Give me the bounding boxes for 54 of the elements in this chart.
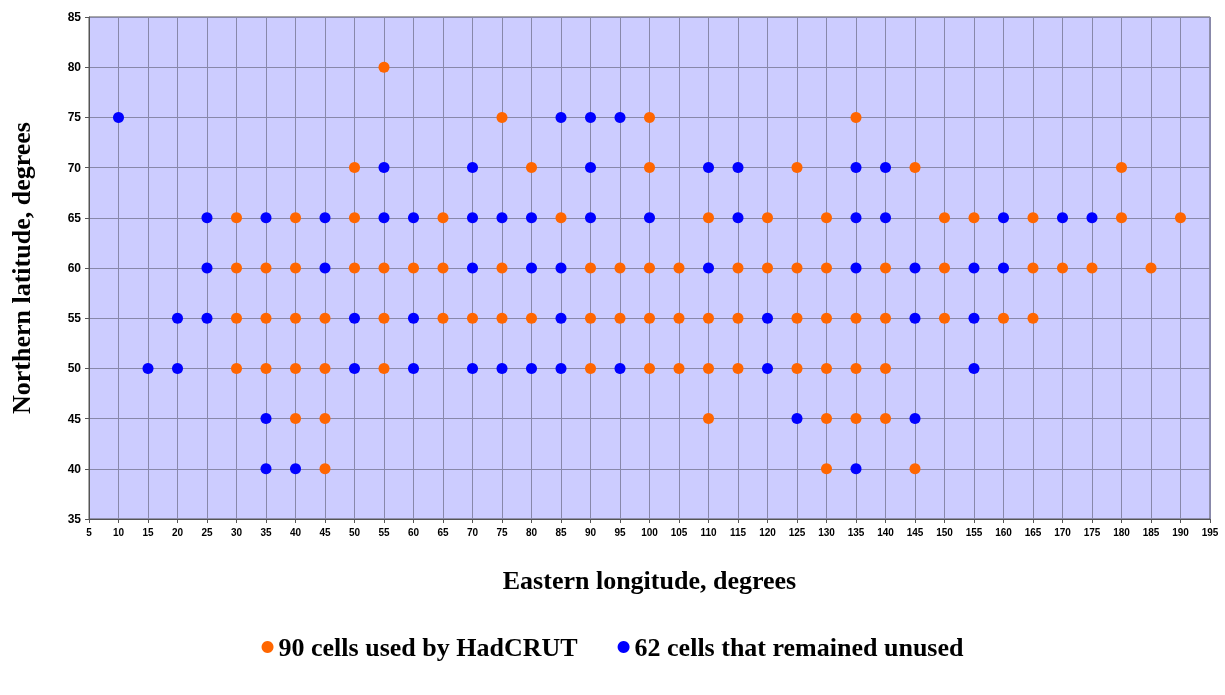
x-tick-label: 90: [584, 526, 597, 538]
y-tick-label: 50: [67, 361, 82, 376]
y-tick-label: 45: [67, 411, 82, 426]
x-tick-label: 10: [112, 526, 125, 538]
x-tick-label: 110: [700, 526, 717, 538]
y-tick-label: 85: [67, 10, 82, 24]
x-tick-label: 60: [407, 526, 420, 538]
y-tick-label: 60: [67, 261, 82, 275]
x-tick-label: 195: [1201, 526, 1219, 538]
y-tick-label: 80: [67, 60, 82, 75]
x-tick-label: 70: [466, 526, 479, 538]
x-tick-label: 35: [260, 526, 272, 538]
x-tick-label: 5: [86, 526, 93, 538]
legend-label: 90 cells used by HadCRUT: [278, 632, 578, 662]
x-tick-label: 85: [555, 526, 567, 538]
x-tick-label: 65: [437, 526, 449, 538]
x-tick-label: 190: [1172, 526, 1190, 538]
x-tick-label: 160: [995, 526, 1013, 538]
x-tick-label: 170: [1054, 526, 1072, 538]
y-tick-label: 65: [67, 210, 82, 225]
x-tick-label: 175: [1083, 526, 1101, 538]
x-tick-label: 115: [729, 526, 747, 538]
x-tick-label: 75: [496, 526, 508, 538]
x-tick-label: 105: [670, 526, 688, 538]
x-tick-label: 40: [289, 526, 302, 538]
legend-label: 62 cells that remained unused: [634, 632, 964, 662]
x-tick-label: 25: [201, 526, 213, 538]
x-axis-title: Eastern longitude, degrees: [502, 565, 797, 595]
y-tick-label: 40: [67, 461, 82, 476]
x-tick-label: 120: [759, 526, 777, 538]
y-tick-label: 70: [67, 160, 82, 175]
x-tick-label: 130: [818, 526, 836, 538]
x-tick-label: 50: [348, 526, 361, 538]
y-tick-label: 55: [67, 311, 82, 326]
x-tick-label: 165: [1024, 526, 1042, 538]
x-tick-label: 125: [788, 526, 806, 538]
x-tick-label: 155: [965, 526, 983, 538]
x-tick-label: 30: [230, 526, 243, 538]
x-tick-label: 80: [525, 526, 538, 538]
y-tick-label: 75: [67, 110, 82, 125]
x-tick-label: 140: [877, 526, 895, 538]
y-tick-label: 35: [67, 512, 82, 526]
x-tick-label: 100: [641, 526, 659, 538]
x-tick-label: 55: [378, 526, 390, 538]
x-tick-label: 185: [1142, 526, 1160, 538]
x-tick-label: 150: [936, 526, 954, 538]
x-tick-label: 15: [142, 526, 154, 538]
x-tick-label: 45: [319, 526, 331, 538]
x-tick-label: 135: [847, 526, 865, 538]
x-tick-label: 20: [171, 526, 184, 538]
x-tick-label: 145: [906, 526, 924, 538]
x-tick-label: 95: [614, 526, 626, 538]
y-axis-title: Northern latitude, degrees: [6, 122, 36, 414]
x-tick-label: 180: [1113, 526, 1131, 538]
